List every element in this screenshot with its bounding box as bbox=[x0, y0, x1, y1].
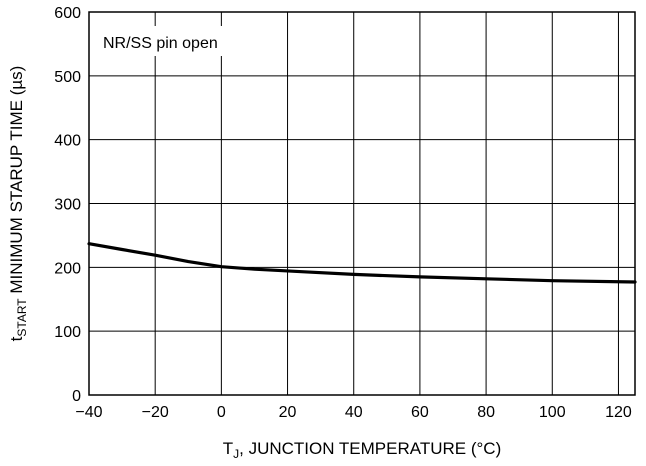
y-axis-title-rest: MINIMUM STARUP TIME (µs) bbox=[7, 66, 26, 299]
y-tick-labels: 0 100 200 300 400 500 600 bbox=[54, 5, 81, 405]
x-tick-label: −20 bbox=[142, 404, 169, 421]
annotation-background bbox=[95, 26, 265, 56]
y-tick-label: 200 bbox=[54, 260, 81, 277]
x-axis-title: TJ, JUNCTION TEMPERATURE (°C) bbox=[223, 439, 502, 461]
plot-frame bbox=[88, 11, 636, 396]
grid-lines bbox=[88, 11, 635, 396]
y-axis-title-subscript: START bbox=[15, 298, 29, 337]
x-tick-label: 60 bbox=[411, 404, 429, 421]
x-axis-title-subscript: J bbox=[233, 447, 239, 461]
x-tick-labels: −40 −20 0 20 40 60 80 100 120 bbox=[75, 404, 631, 421]
y-tick-label: 400 bbox=[54, 133, 81, 150]
y-tick-label: 600 bbox=[54, 5, 81, 22]
x-tick-label: 80 bbox=[477, 404, 495, 421]
x-axis-title-rest: , JUNCTION TEMPERATURE (°C) bbox=[239, 439, 501, 458]
x-tick-label: 120 bbox=[605, 404, 632, 421]
series-layer bbox=[87, 242, 637, 284]
annotation-label: NR/SS pin open bbox=[103, 35, 218, 52]
y-axis-title-main: t bbox=[7, 336, 26, 341]
series-line-1 bbox=[87, 242, 637, 284]
y-tick-label: 0 bbox=[72, 388, 81, 405]
x-tick-label: 0 bbox=[217, 404, 226, 421]
x-axis-title-main: T bbox=[223, 439, 233, 458]
x-tick-label: 40 bbox=[345, 404, 363, 421]
x-tick-label: 100 bbox=[539, 404, 566, 421]
y-tick-label: 500 bbox=[54, 69, 81, 86]
y-tick-label: 300 bbox=[54, 197, 81, 214]
y-tick-label: 100 bbox=[54, 324, 81, 341]
y-axis-title: tSTART MINIMUM STARUP TIME (µs) bbox=[7, 66, 29, 342]
x-tick-label: −40 bbox=[75, 404, 102, 421]
x-tick-label: 20 bbox=[279, 404, 297, 421]
